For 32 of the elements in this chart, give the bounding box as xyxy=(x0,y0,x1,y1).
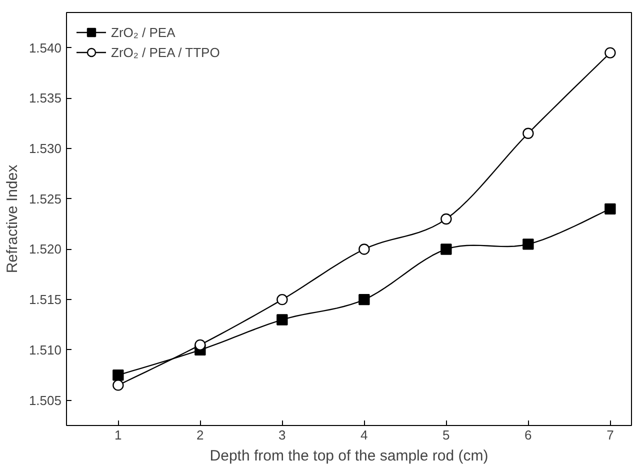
x-tick-label: 5 xyxy=(442,428,450,442)
point xyxy=(194,339,206,351)
y-tick-label: 1.510 xyxy=(28,342,62,358)
point xyxy=(358,244,370,255)
y-tick-label: 1.515 xyxy=(28,292,62,308)
legend-label: ZrO₂ / PEA xyxy=(111,24,176,40)
y-axis-title: Refractive Index xyxy=(4,164,21,274)
x-axis-title: Depth from the top of the sample rod (cm) xyxy=(210,448,488,464)
x-tick-label: 1 xyxy=(114,428,122,442)
x-tick-label: 3 xyxy=(278,428,286,442)
x-tick-label: 7 xyxy=(606,428,614,442)
y-tick-label: 1.540 xyxy=(28,40,62,56)
point xyxy=(604,47,616,58)
y-tick-label: 1.525 xyxy=(28,191,62,206)
y-tick-label: 1.505 xyxy=(28,392,62,408)
point xyxy=(522,238,534,250)
point xyxy=(112,370,124,381)
x-tick-label: 2 xyxy=(196,428,204,442)
point xyxy=(440,213,452,225)
y-tick-label: 1.535 xyxy=(28,90,62,106)
point xyxy=(358,294,370,306)
point xyxy=(112,380,124,391)
y-tick-label: 1.530 xyxy=(28,140,62,156)
point xyxy=(276,294,288,306)
point xyxy=(276,314,288,326)
point xyxy=(522,128,534,139)
point xyxy=(440,244,452,255)
legend-label: ZrO₂ / PEA / TTPO xyxy=(111,44,220,60)
point xyxy=(604,203,616,215)
x-tick-label: 4 xyxy=(360,428,368,442)
x-tick-label: 6 xyxy=(524,428,532,442)
y-tick-label: 1.520 xyxy=(28,242,62,257)
